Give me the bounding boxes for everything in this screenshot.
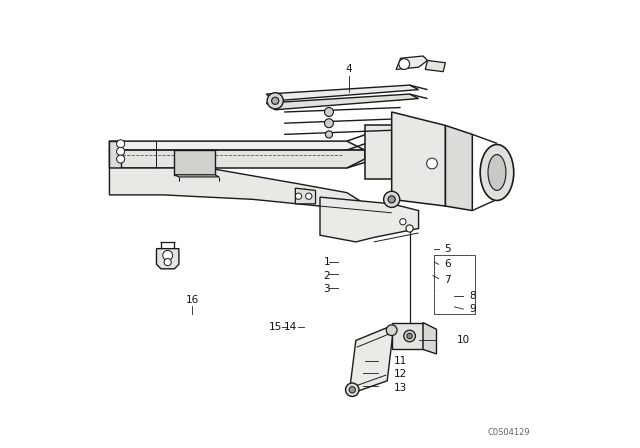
Circle shape <box>267 93 284 109</box>
Circle shape <box>406 225 413 232</box>
Polygon shape <box>266 94 419 110</box>
Circle shape <box>116 147 125 155</box>
Circle shape <box>407 333 412 339</box>
Circle shape <box>324 119 333 128</box>
Polygon shape <box>296 188 316 204</box>
Ellipse shape <box>488 155 506 190</box>
Polygon shape <box>396 56 428 69</box>
Circle shape <box>116 140 125 148</box>
Polygon shape <box>320 197 419 242</box>
Circle shape <box>400 219 406 225</box>
Circle shape <box>404 330 415 342</box>
Polygon shape <box>174 175 219 177</box>
Polygon shape <box>156 249 179 269</box>
Polygon shape <box>109 150 365 168</box>
Text: 16: 16 <box>186 295 199 305</box>
Ellipse shape <box>480 144 514 200</box>
Polygon shape <box>266 85 419 101</box>
Text: 7: 7 <box>444 275 451 285</box>
Circle shape <box>387 325 397 336</box>
Circle shape <box>324 108 333 116</box>
Circle shape <box>306 193 312 199</box>
Text: 11: 11 <box>394 356 407 366</box>
Text: 4: 4 <box>346 65 353 74</box>
Text: 14: 14 <box>284 322 298 332</box>
Text: C0S04129: C0S04129 <box>488 428 531 437</box>
Polygon shape <box>392 323 423 349</box>
Polygon shape <box>425 60 445 72</box>
Circle shape <box>116 155 125 163</box>
Polygon shape <box>174 150 214 175</box>
Text: 5: 5 <box>444 244 451 254</box>
Polygon shape <box>392 125 419 188</box>
Circle shape <box>388 196 396 203</box>
Circle shape <box>346 383 359 396</box>
Polygon shape <box>109 168 365 208</box>
Circle shape <box>164 258 172 266</box>
Polygon shape <box>365 125 392 179</box>
Polygon shape <box>109 141 365 150</box>
Text: 9: 9 <box>469 304 476 314</box>
Text: 3: 3 <box>323 284 330 294</box>
Polygon shape <box>445 125 472 211</box>
Circle shape <box>427 158 437 169</box>
Text: 8: 8 <box>469 291 476 301</box>
Circle shape <box>271 97 279 104</box>
Circle shape <box>399 59 410 69</box>
Circle shape <box>349 387 355 393</box>
Circle shape <box>325 131 333 138</box>
Polygon shape <box>109 141 120 168</box>
Text: 1: 1 <box>323 257 330 267</box>
Text: 12: 12 <box>394 369 407 379</box>
Text: 6: 6 <box>444 259 451 269</box>
Polygon shape <box>349 325 394 394</box>
Text: 10: 10 <box>457 336 470 345</box>
Circle shape <box>383 191 400 207</box>
Polygon shape <box>423 323 436 354</box>
Text: 15: 15 <box>269 322 282 332</box>
Text: 13: 13 <box>394 383 407 392</box>
Polygon shape <box>392 112 445 206</box>
Circle shape <box>295 193 301 199</box>
Text: 2: 2 <box>323 271 330 280</box>
Circle shape <box>163 250 173 260</box>
